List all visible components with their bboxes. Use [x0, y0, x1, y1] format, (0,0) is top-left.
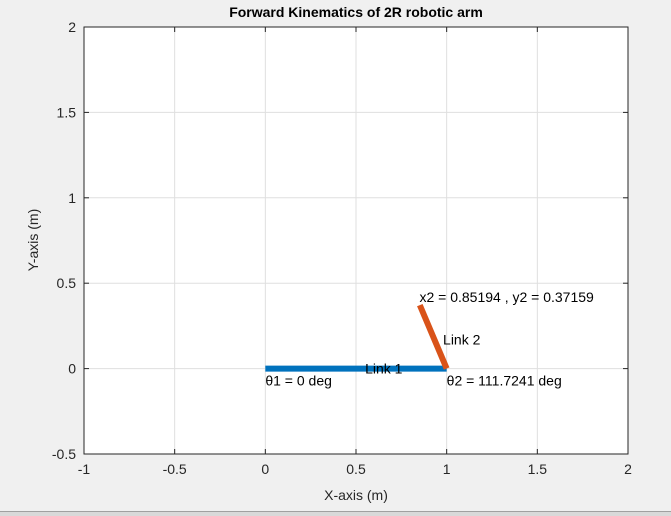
x-tick-label: -1	[78, 461, 91, 477]
y-tick-label: 0	[68, 361, 76, 377]
series-line-2	[417, 303, 450, 370]
x-tick-label: 0	[261, 461, 269, 477]
y-tick-label: 1.5	[57, 104, 77, 120]
annotation-label: Link 2	[443, 332, 481, 348]
y-axis-label: Y-axis (m)	[25, 209, 41, 272]
annotation-label: x2 = 0.85194 , y2 = 0.37159	[419, 289, 594, 305]
y-tick-label: 0.5	[57, 275, 77, 291]
window-bottom-edge	[0, 511, 671, 516]
y-tick-label: 1	[68, 190, 76, 206]
ticks-group: -1 -0.5 0 0.5 1 1.5 2-0.500.511.52	[52, 19, 632, 477]
x-tick-label: 2	[624, 461, 632, 477]
annotation-label: θ1 = 0 deg	[265, 373, 332, 389]
x-tick-label: 1	[443, 461, 451, 477]
y-tick-label: 2	[68, 19, 76, 35]
x-tick-label: 1.5	[528, 461, 548, 477]
annotation-label: θ2 = 111.7241 deg	[447, 373, 562, 389]
annotation-label: Link 1	[365, 361, 403, 377]
x-axis-label: X-axis (m)	[324, 487, 388, 503]
x-tick-label: -0.5	[163, 461, 187, 477]
annotations-group: Link 1 Link 2 θ1 = 0 deg θ2 = 111.7241 deg x…	[265, 289, 594, 389]
x-tick-label: 0.5	[346, 461, 366, 477]
y-tick-label: -0.5	[52, 446, 76, 462]
series-group	[265, 303, 450, 372]
chart-title: Forward Kinematics of 2R robotic arm	[229, 4, 483, 20]
